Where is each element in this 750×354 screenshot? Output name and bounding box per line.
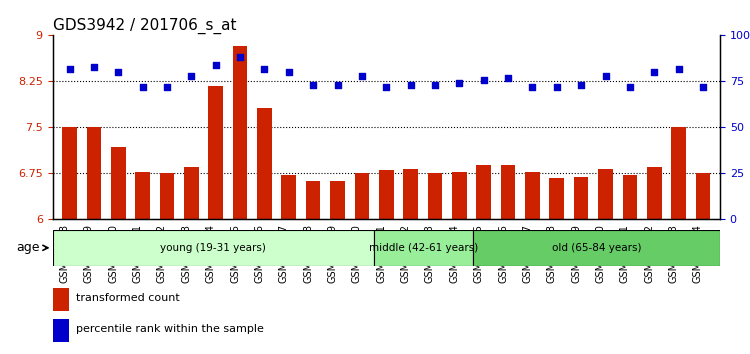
FancyBboxPatch shape <box>53 230 374 266</box>
Bar <box>671 127 686 219</box>
Bar <box>574 177 589 219</box>
Point <box>356 73 368 79</box>
Text: young (19-31 years): young (19-31 years) <box>160 243 266 253</box>
Point <box>88 64 100 69</box>
Bar <box>427 173 442 219</box>
Text: age: age <box>16 241 48 254</box>
Point <box>210 62 222 68</box>
Point <box>234 55 246 60</box>
Bar <box>232 46 248 219</box>
Point <box>550 84 562 90</box>
Bar <box>281 175 296 219</box>
Text: GDS3942 / 201706_s_at: GDS3942 / 201706_s_at <box>53 18 236 34</box>
Point <box>64 66 76 72</box>
Point <box>648 69 660 75</box>
Bar <box>404 169 418 219</box>
Bar <box>62 127 76 219</box>
Point <box>673 66 685 72</box>
Text: transformed count: transformed count <box>76 293 179 303</box>
FancyBboxPatch shape <box>472 230 720 266</box>
Point <box>575 82 587 88</box>
Point <box>599 73 611 79</box>
Bar <box>647 167 662 219</box>
Bar <box>598 169 613 219</box>
Bar <box>53 319 69 342</box>
Bar <box>160 173 174 219</box>
Bar <box>501 165 515 219</box>
Point <box>112 69 125 75</box>
Bar <box>86 127 101 219</box>
Bar <box>525 172 540 219</box>
Point <box>697 84 709 90</box>
Bar <box>209 86 223 219</box>
Point <box>526 84 538 90</box>
Bar <box>476 165 491 219</box>
Point <box>332 82 344 88</box>
Point <box>478 77 490 82</box>
Bar <box>135 172 150 219</box>
Point <box>502 75 514 81</box>
FancyBboxPatch shape <box>374 230 472 266</box>
Text: middle (42-61 years): middle (42-61 years) <box>369 243 478 253</box>
Point <box>308 82 320 88</box>
Text: percentile rank within the sample: percentile rank within the sample <box>76 324 264 334</box>
Bar <box>355 173 369 219</box>
Text: old (65-84 years): old (65-84 years) <box>552 243 641 253</box>
Point <box>136 84 148 90</box>
Point <box>429 82 441 88</box>
Bar <box>184 167 199 219</box>
Bar <box>622 175 638 219</box>
Point <box>185 73 197 79</box>
Bar <box>330 182 345 219</box>
Point <box>453 80 465 86</box>
Bar <box>257 108 272 219</box>
Point <box>624 84 636 90</box>
Point <box>161 84 173 90</box>
Bar <box>550 178 564 219</box>
Bar <box>53 288 69 311</box>
Point <box>283 69 295 75</box>
Bar <box>306 182 320 219</box>
Bar <box>696 173 710 219</box>
Bar <box>452 172 466 219</box>
Point <box>259 66 271 72</box>
Point <box>380 84 392 90</box>
Bar <box>111 147 125 219</box>
Bar <box>379 170 394 219</box>
Point <box>404 82 416 88</box>
